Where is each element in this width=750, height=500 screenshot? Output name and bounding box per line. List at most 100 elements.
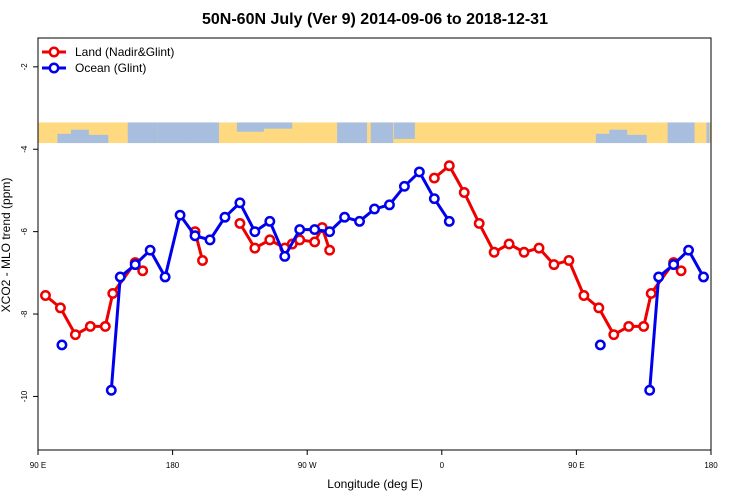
- data-point: [675, 265, 687, 277]
- legend: Land (Nadir&Glint) Ocean (Glint): [42, 45, 174, 75]
- map-band-ocean: [595, 133, 611, 144]
- data-point: [354, 215, 365, 227]
- data-point: [249, 242, 261, 254]
- x-tick-label: 90 E: [568, 461, 584, 470]
- data-point: [84, 320, 96, 332]
- series-ocean: [56, 166, 709, 396]
- legend-land-marker: [48, 46, 60, 58]
- data-point: [99, 320, 111, 332]
- data-point: [443, 215, 455, 227]
- data-point: [488, 246, 500, 258]
- data-point: [114, 271, 126, 283]
- map-band-ocean: [262, 122, 293, 129]
- y-tick-label: -6: [20, 228, 29, 236]
- data-point: [129, 259, 141, 271]
- y-tick-label: -8: [20, 310, 29, 318]
- data-point: [563, 255, 575, 266]
- data-point: [234, 197, 246, 209]
- data-point: [197, 255, 208, 266]
- data-point: [189, 230, 201, 242]
- y-axis: -2 -4 -6 -8 -10: [20, 63, 38, 402]
- data-point: [279, 250, 291, 262]
- data-point: [40, 290, 51, 301]
- data-point: [294, 224, 306, 236]
- map-band-ocean: [609, 129, 628, 144]
- map-band-ocean: [127, 122, 158, 144]
- data-point: [683, 244, 695, 256]
- data-point: [593, 302, 605, 314]
- map-band-ocean: [87, 134, 109, 144]
- series-land: [40, 160, 687, 341]
- data-point: [645, 287, 657, 299]
- data-point: [428, 172, 440, 184]
- data-point: [668, 259, 680, 271]
- map-band-ocean: [625, 134, 647, 144]
- map-band-ocean: [667, 122, 695, 144]
- x-axis: 90 E 180 90 W 0 90 E 180: [30, 450, 718, 470]
- data-point: [54, 302, 66, 314]
- y-tick-label: -4: [20, 145, 29, 153]
- data-point: [698, 271, 709, 283]
- map-band-ocean: [157, 122, 188, 144]
- x-tick-label: 90 W: [298, 461, 317, 470]
- x-tick-label: 90 E: [30, 461, 46, 470]
- data-point: [623, 320, 635, 332]
- data-point: [653, 271, 665, 283]
- data-point: [105, 384, 117, 396]
- x-axis-label: Longitude (deg E): [327, 477, 422, 491]
- data-point: [339, 211, 351, 223]
- data-point: [644, 384, 656, 396]
- map-band-ocean: [393, 122, 415, 139]
- y-tick-label: -2: [20, 63, 29, 71]
- data-point: [428, 193, 440, 205]
- data-point: [159, 271, 171, 283]
- data-point: [638, 320, 650, 332]
- world-map-band: [38, 122, 711, 144]
- data-point: [413, 166, 425, 178]
- map-band-ocean: [186, 122, 219, 144]
- data-point: [458, 187, 470, 198]
- map-band-ocean: [70, 129, 89, 144]
- map-band-ocean: [706, 122, 710, 144]
- data-point: [69, 329, 81, 341]
- data-point: [533, 242, 545, 254]
- data-point: [578, 290, 590, 301]
- data-point: [503, 238, 515, 250]
- x-tick-label: 180: [704, 461, 718, 470]
- data-point: [264, 215, 276, 227]
- map-band-ocean: [57, 133, 73, 144]
- x-tick-label: 180: [166, 461, 180, 470]
- data-point: [443, 160, 455, 172]
- data-point: [548, 259, 560, 271]
- series-layer: [40, 160, 709, 396]
- data-point: [219, 211, 231, 223]
- y-tick-label: -10: [20, 390, 29, 402]
- data-point: [473, 217, 485, 229]
- data-point: [398, 180, 410, 192]
- map-band-ocean: [236, 122, 264, 132]
- data-point: [309, 236, 321, 248]
- map-band-ocean: [337, 122, 368, 144]
- data-point: [324, 226, 336, 238]
- series-line: [433, 164, 683, 337]
- data-point: [384, 199, 395, 211]
- data-point: [234, 217, 246, 229]
- data-point: [137, 265, 149, 277]
- legend-land-label: Land (Nadir&Glint): [75, 45, 174, 59]
- data-point: [369, 203, 380, 215]
- legend-ocean-label: Ocean (Glint): [75, 61, 146, 75]
- data-point: [324, 244, 336, 256]
- chart-title: 50N-60N July (Ver 9) 2014-09-06 to 2018-…: [202, 11, 548, 28]
- data-point: [264, 234, 276, 246]
- y-axis-label: XCO2 - MLO trend (ppm): [0, 178, 13, 313]
- data-point: [144, 244, 156, 256]
- data-point: [608, 329, 620, 341]
- data-point: [204, 234, 216, 246]
- data-point: [107, 287, 119, 299]
- data-point: [594, 339, 606, 351]
- x-tick-label: 0: [440, 461, 445, 470]
- data-point: [518, 246, 530, 258]
- data-point: [174, 209, 186, 221]
- legend-ocean-marker: [48, 62, 60, 74]
